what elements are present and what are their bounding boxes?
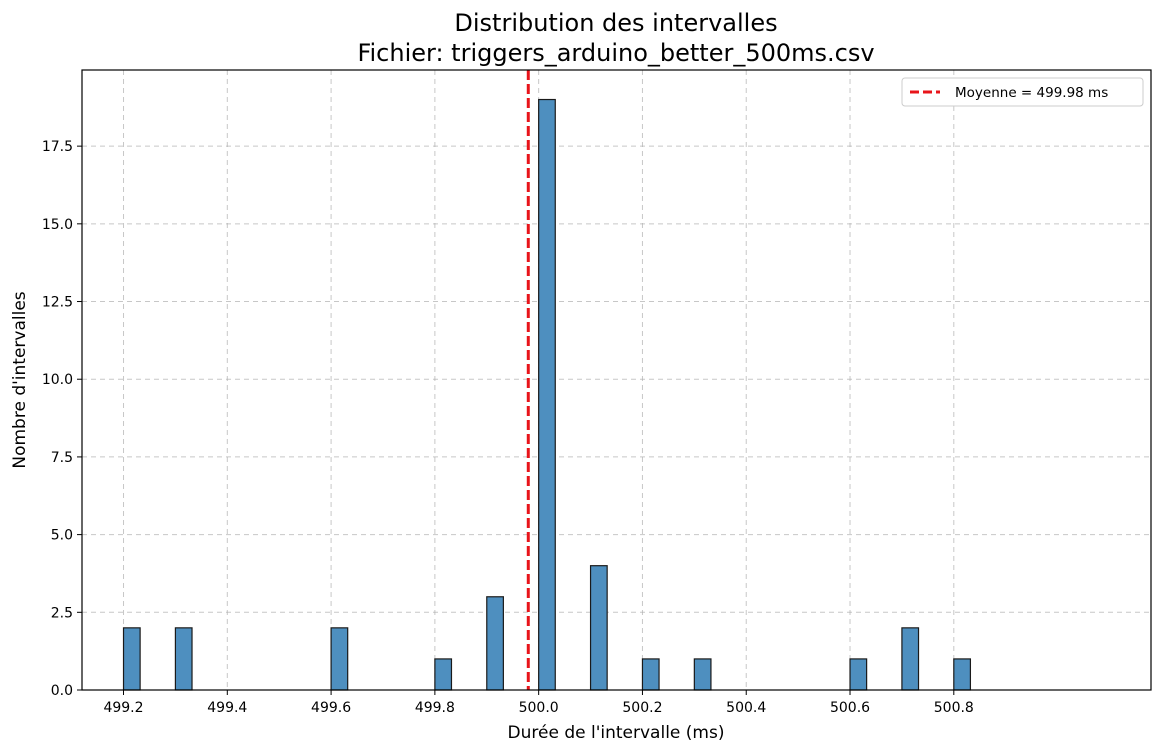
y-axis-label: Nombre d'intervalles [10, 291, 30, 468]
histogram-bar [901, 627, 920, 691]
histogram-bar [434, 658, 453, 691]
histogram-bar [953, 658, 972, 691]
y-tick-label: 17.5 [42, 139, 73, 155]
histogram-bar [693, 658, 712, 691]
grid-lines [82, 70, 1151, 691]
histogram-bar [538, 98, 556, 691]
y-tick-label: 5.0 [51, 528, 73, 544]
plot-frame [81, 69, 1152, 691]
bars [122, 98, 972, 691]
chart-title-line-1: Distribution des intervalles [454, 9, 777, 37]
x-tick-label: 499.2 [103, 700, 143, 716]
legend-mean-label: Moyenne = 499.98 ms [955, 85, 1108, 101]
x-axis-label: Durée de l'intervalle (ms) [508, 723, 725, 743]
y-tick-label: 10.0 [42, 372, 73, 388]
y-tick-label: 7.5 [51, 450, 73, 466]
histogram-bar [486, 596, 504, 691]
y-tick-label: 0.0 [51, 683, 73, 699]
histogram-bar [330, 627, 349, 691]
histogram-bar [122, 627, 141, 691]
histogram-bar [641, 658, 660, 691]
x-tick-label: 499.6 [311, 700, 351, 716]
x-tick-label: 499.4 [207, 700, 247, 716]
histogram-bar [174, 627, 193, 691]
x-tick-label: 500.2 [622, 700, 662, 716]
y-tick-label: 12.5 [42, 295, 73, 311]
y-tick-label: 2.5 [51, 605, 73, 621]
x-tick-label: 500.6 [830, 700, 870, 716]
x-tick-label: 499.8 [415, 700, 455, 716]
x-tick-label: 500.8 [934, 700, 974, 716]
legend: Moyenne = 499.98 ms [901, 77, 1144, 107]
x-tick-label: 500.0 [519, 700, 559, 716]
x-axis-ticks: 499.2 499.4 499.6 499.8 500.0 500.2 500.4 500.6… [103, 690, 974, 716]
x-tick-label: 500.4 [726, 700, 766, 716]
y-tick-label: 15.0 [42, 217, 73, 233]
chart-title-line-2: Fichier: triggers_arduino_better_500ms.c… [357, 39, 874, 67]
y-axis-ticks: 0.0 2.5 5.0 7.5 10.0 12.5 15.0 17.5 [42, 139, 82, 699]
histogram-bar [849, 658, 868, 691]
legend-box [901, 77, 1144, 107]
histogram-bar [589, 565, 608, 691]
